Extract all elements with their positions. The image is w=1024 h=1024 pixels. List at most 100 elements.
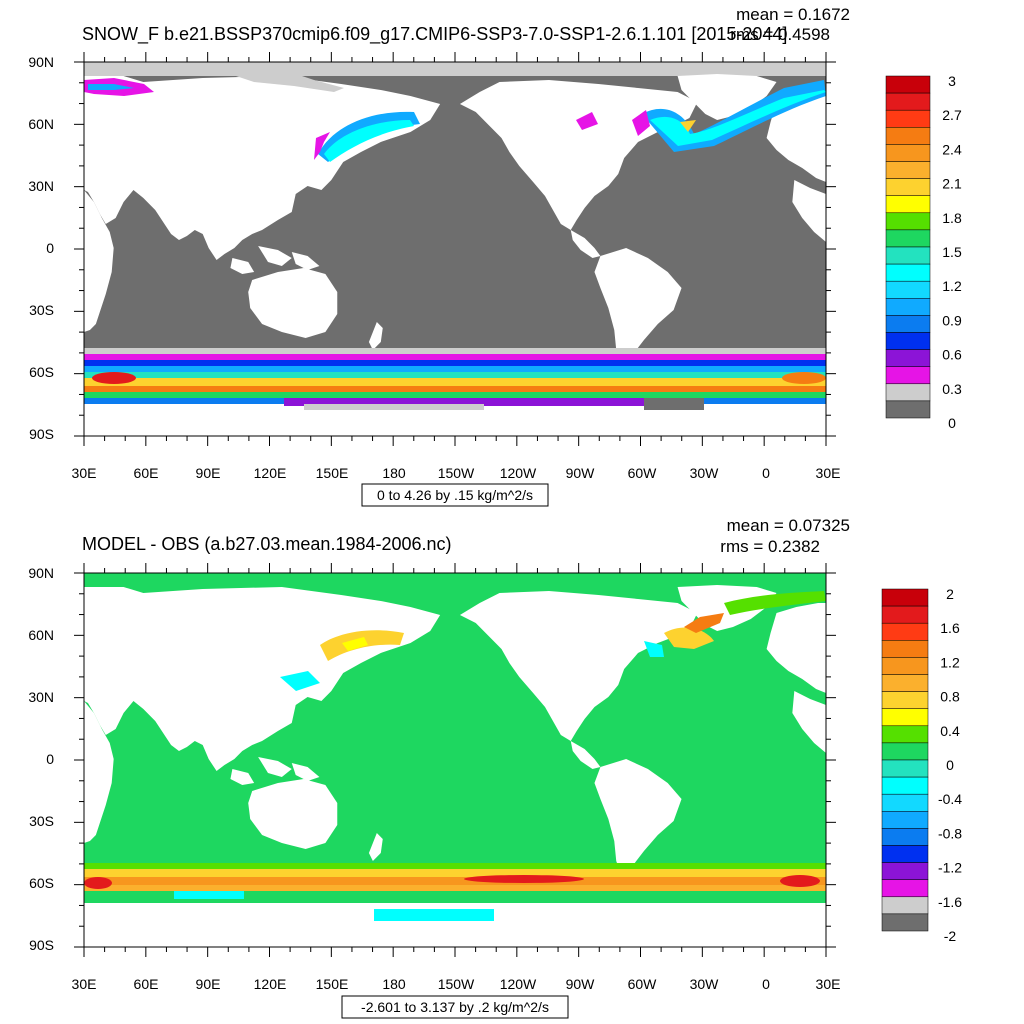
- colorbar-swatch: [885, 400, 931, 419]
- colorbar-swatch: [881, 776, 929, 795]
- colorbar-swatch: [881, 640, 929, 658]
- lat-label: 90N: [28, 565, 54, 581]
- rms-label: rms = 0.4598: [730, 25, 830, 44]
- colorbar-swatch: [881, 657, 929, 675]
- colorbar-label: 2.7: [942, 107, 962, 123]
- lat-label: 90S: [29, 937, 54, 953]
- tick-marks: [74, 52, 836, 446]
- colorbar-swatch: [885, 263, 931, 282]
- lat-label: 30N: [28, 689, 54, 705]
- lon-label: 30W: [690, 465, 720, 481]
- colorbar-label: 1.6: [940, 620, 960, 636]
- lat-label: 90N: [28, 54, 54, 70]
- colorbar-label: 2.1: [942, 176, 962, 192]
- colorbar-swatch: [881, 793, 929, 812]
- panel-bottom: MODEL - OBS (a.b27.03.mean.1984-2006.nc)…: [28, 516, 962, 1019]
- lon-label: 180: [382, 465, 406, 481]
- colorbar-swatch: [885, 195, 931, 214]
- mean-label: mean = 0.07325: [727, 516, 850, 535]
- colorbar-swatch: [885, 144, 931, 162]
- tick-marks: [74, 563, 836, 957]
- colorbar-swatch: [881, 742, 929, 761]
- panel-title: MODEL - OBS (a.b27.03.mean.1984-2006.nc): [82, 534, 452, 554]
- colorbar-swatch: [885, 315, 931, 333]
- colorbar-swatch: [881, 605, 929, 624]
- lon-label: 120W: [500, 465, 537, 481]
- colorbar-swatch: [881, 622, 929, 641]
- colorbar-swatch: [885, 298, 931, 316]
- lon-label: 120E: [254, 465, 287, 481]
- colorbar-swatch: [881, 725, 929, 744]
- colorbar-label: 0.6: [942, 347, 962, 363]
- colorbar-swatch: [885, 75, 931, 94]
- colorbar-label: 0: [946, 757, 954, 773]
- colorbar-label: 1.2: [942, 278, 962, 294]
- lat-label: 60S: [29, 875, 54, 891]
- lon-label: 30W: [690, 976, 720, 992]
- panel-top: SNOW_F b.e21.BSSP370cmip6.f09_g17.CMIP6-…: [28, 5, 962, 507]
- colorbar: 2 1.6 1.2 0.8 0.4 0 -0.4 -0.8 -1.2 -1.6 -2: [881, 586, 962, 944]
- colorbar-swatch: [881, 759, 929, 778]
- colorbar-swatch: [881, 588, 929, 607]
- colorbar-swatch: [885, 161, 931, 179]
- lat-label: 60N: [28, 116, 54, 132]
- lon-label: 60W: [628, 465, 658, 481]
- colorbar-swatch: [881, 828, 929, 846]
- colorbar-label: 1.2: [940, 654, 960, 670]
- range-box: [361, 483, 549, 507]
- lat-label: 60S: [29, 364, 54, 380]
- lat-label: 30N: [28, 178, 54, 194]
- lon-label: 60E: [134, 976, 159, 992]
- lon-label: 120E: [254, 976, 287, 992]
- lat-axis: 90N 60N 30N 0 30S 60S 90S: [28, 54, 54, 442]
- lat-label: 90S: [29, 426, 54, 442]
- colorbar-label: 3: [948, 73, 956, 89]
- lon-axis: 30E 60E 90E 120E 150E 180 150W 120W 90W …: [72, 465, 841, 481]
- lon-label: 60W: [628, 976, 658, 992]
- mean-label: mean = 0.1672: [736, 5, 850, 24]
- colorbar-swatch: [885, 178, 931, 196]
- colorbar-label: -1.2: [938, 860, 962, 876]
- lon-label: 60E: [134, 465, 159, 481]
- colorbar-swatch: [881, 913, 929, 932]
- colorbar-swatch: [885, 92, 931, 111]
- lat-label: 0: [46, 240, 54, 256]
- colorbar-label: 2.4: [942, 141, 962, 157]
- colorbar-label: 2: [946, 586, 954, 602]
- colorbar-label: 1.8: [942, 210, 962, 226]
- colorbar-swatch: [885, 383, 931, 402]
- lon-label: 150W: [438, 976, 475, 992]
- map-area: [84, 573, 826, 947]
- range-label: -2.601 to 3.137 by .2 kg/m^2/s: [361, 999, 549, 1015]
- colorbar-swatch: [885, 280, 931, 299]
- lon-label: 0: [762, 976, 770, 992]
- range-box: [341, 995, 569, 1019]
- colorbar-swatch: [885, 349, 931, 367]
- lon-label: 0: [762, 465, 770, 481]
- colorbar-swatch: [885, 246, 931, 265]
- panel-title: SNOW_F b.e21.BSSP370cmip6.f09_g17.CMIP6-…: [82, 24, 787, 45]
- lon-label: 150E: [316, 465, 349, 481]
- colorbar-label: -1.6: [938, 894, 962, 910]
- lon-label: 30E: [72, 465, 97, 481]
- colorbar-label: 0.3: [942, 381, 962, 397]
- lat-axis: 90N 60N 30N 0 30S 60S 90S: [28, 565, 54, 953]
- lat-label: 0: [46, 751, 54, 767]
- lon-label: 150E: [316, 976, 349, 992]
- colorbar-label: -2: [944, 928, 957, 944]
- lat-label: 30S: [29, 302, 54, 318]
- lon-label: 30E: [816, 976, 841, 992]
- lat-label: 30S: [29, 813, 54, 829]
- lat-label: 60N: [28, 627, 54, 643]
- colorbar-swatch: [885, 229, 931, 248]
- lon-label: 90E: [196, 465, 221, 481]
- colorbar-swatch: [881, 896, 929, 915]
- lon-label: 150W: [438, 465, 475, 481]
- lon-label: 30E: [72, 976, 97, 992]
- colorbar-swatch: [885, 366, 931, 385]
- map-area: [84, 62, 826, 436]
- lon-label: 180: [382, 976, 406, 992]
- colorbar-swatch: [881, 862, 929, 880]
- colorbar-swatch: [885, 127, 931, 145]
